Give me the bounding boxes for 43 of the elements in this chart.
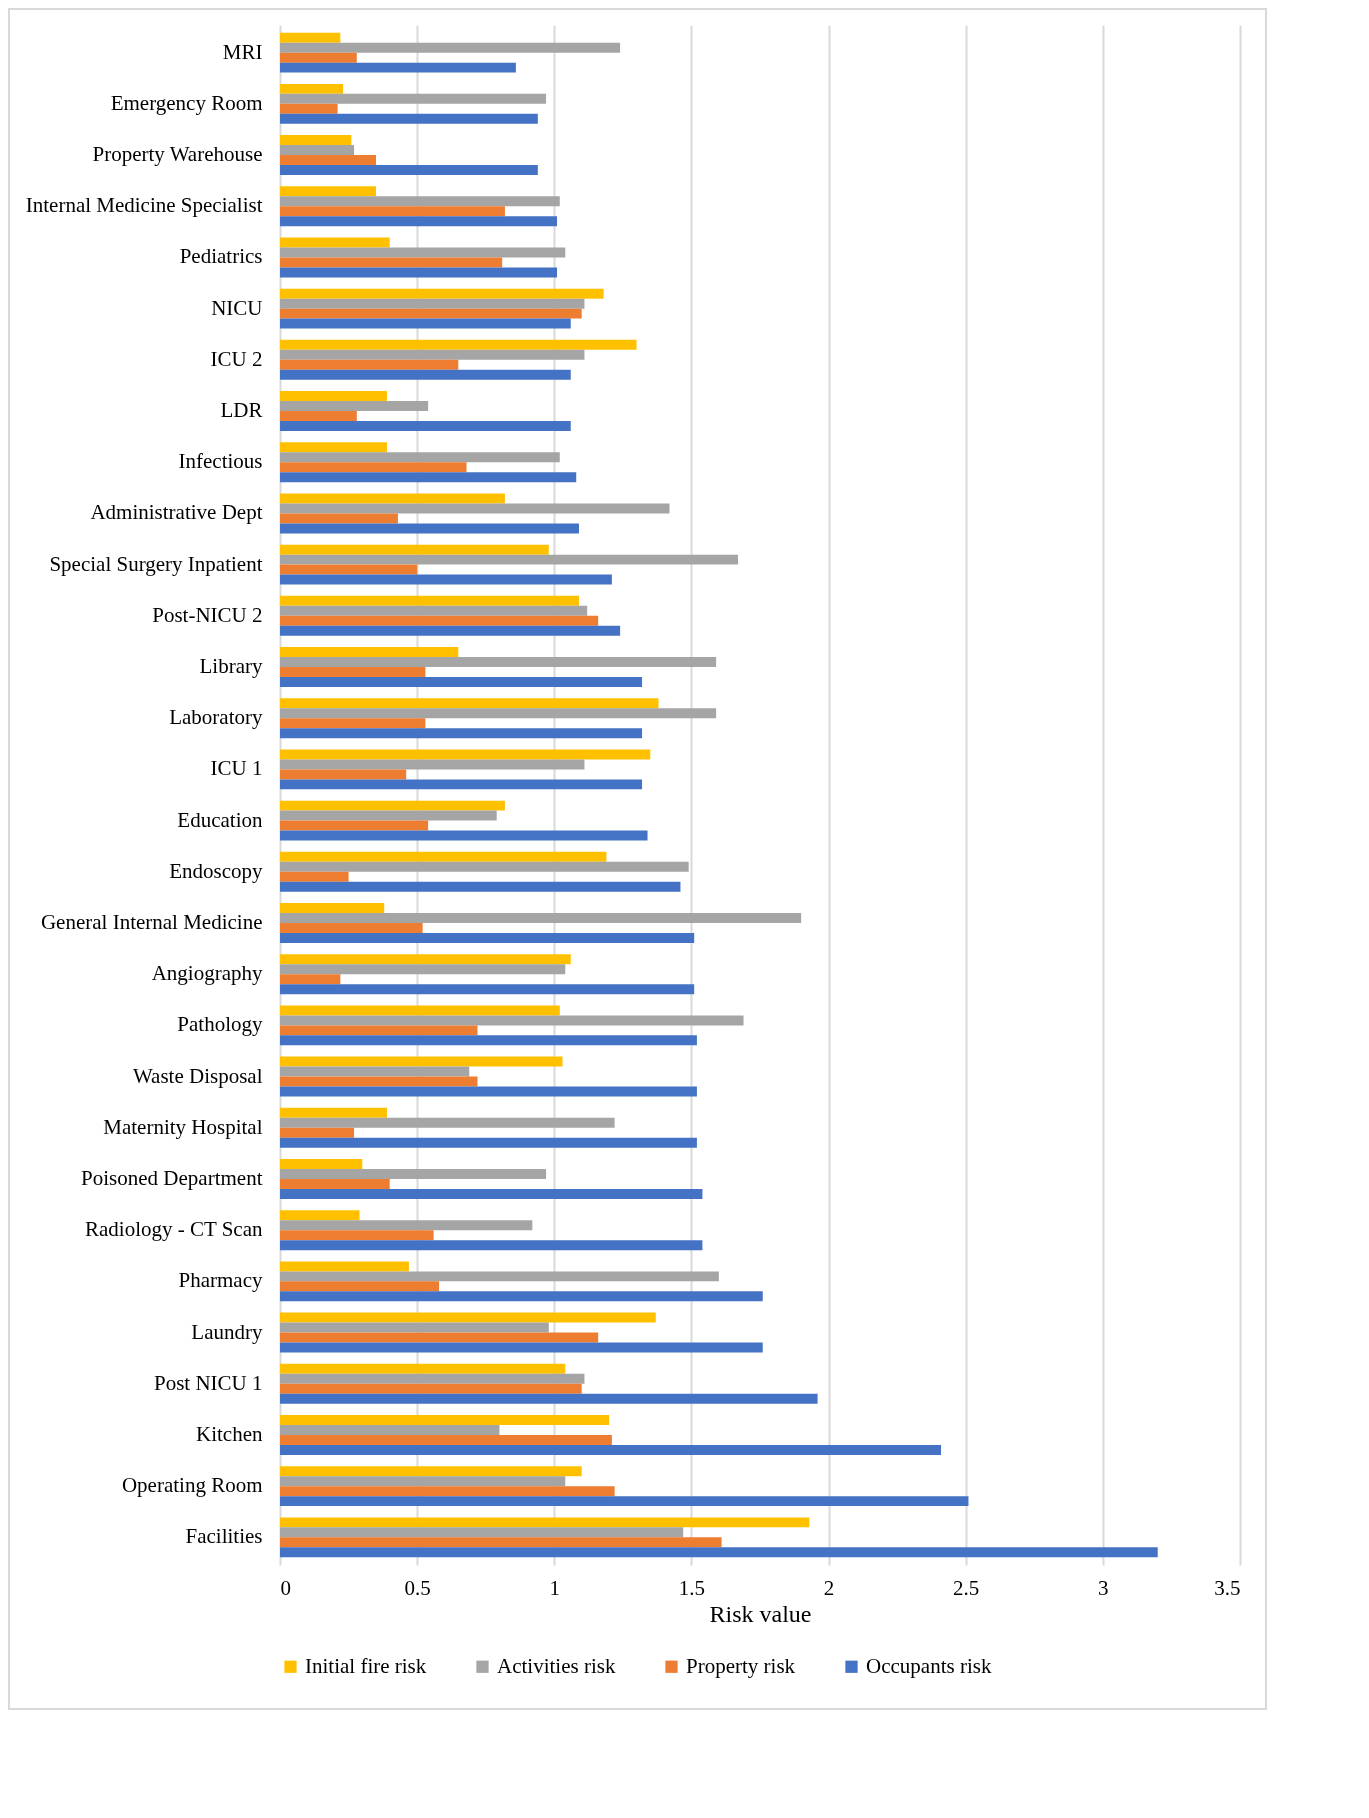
y-tick-label: Special Surgery Inpatient [49,551,263,576]
y-tick-label: Radiology - CT Scan [84,1217,263,1242]
y-tick-label: Administrative Dept [90,500,263,525]
x-tick-label: 1 [549,1575,561,1600]
y-tick-label: Poisoned Department [81,1165,263,1190]
x-tick-label: 2.5 [953,1575,980,1600]
y-tick-label: NICU [211,295,263,320]
y-tick-label: Laundry [191,1319,263,1344]
y-tick-label: ICU 1 [210,756,263,781]
x-tick-label: 3.5 [1214,1575,1241,1600]
y-tick-label: Angiography [151,961,263,986]
y-tick-label: Internal Medicine Specialist [25,193,263,218]
x-axis-title: Risk value [709,1600,812,1627]
y-tick-label: Endoscopy [169,858,263,883]
y-tick-label: Education [177,807,263,832]
y-tick-label: Pathology [177,1012,263,1037]
y-tick-label: Facilities [185,1524,263,1549]
x-tick-label: 1.5 [678,1575,706,1600]
y-tick-label: Infectious [178,449,263,474]
y-tick-label: Maternity Hospital [103,1114,263,1139]
y-tick-label: ICU 2 [210,346,263,371]
y-tick-label: Pediatrics [179,244,263,269]
legend-label: Initial fire risk [305,1653,427,1678]
legend-label: Property risk [686,1653,796,1678]
y-tick-label: MRI [222,39,263,64]
x-tick-label: 3 [1098,1575,1109,1600]
y-tick-label: Operating Room [121,1473,263,1498]
y-tick-label: Library [199,654,263,679]
x-tick-label: 0 [280,1575,291,1600]
legend-label: Activities risk [497,1653,616,1678]
y-tick-label: Waste Disposal [132,1063,263,1088]
y-tick-label: Kitchen [196,1421,263,1446]
x-tick-label: 0.5 [404,1575,431,1600]
y-tick-label: Post NICU 1 [153,1370,263,1395]
y-tick-label: Pharmacy [178,1268,263,1293]
y-tick-label: LDR [220,398,263,423]
legend-label: Occupants risk [866,1653,992,1678]
y-tick-label: Property Warehouse [92,142,263,167]
y-tick-label: Emergency Room [110,90,263,115]
y-tick-label: Post-NICU 2 [152,602,263,627]
x-tick-label: 2 [823,1575,835,1600]
y-tick-label: General Internal Medicine [40,909,263,934]
y-tick-label: Laboratory [169,705,263,730]
